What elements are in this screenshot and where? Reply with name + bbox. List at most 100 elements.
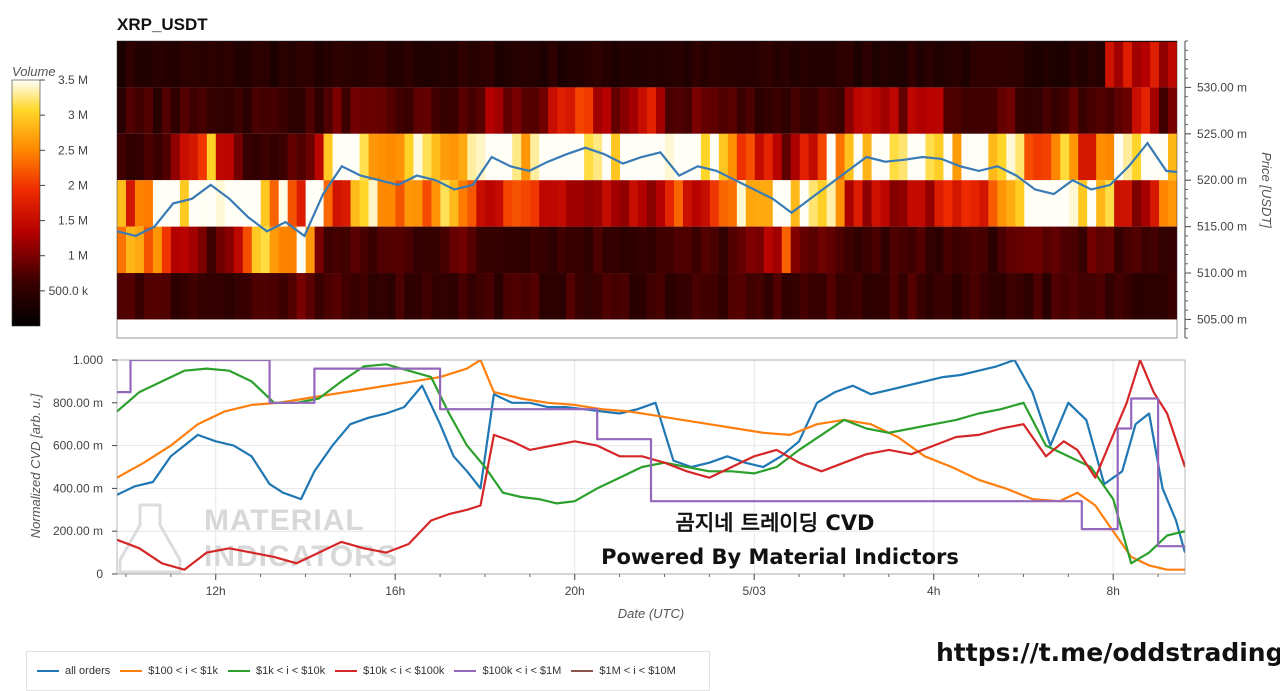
heatmap-cell (808, 87, 819, 134)
heatmap-cell (350, 87, 361, 134)
heatmap-cell (754, 226, 765, 274)
x-tick-label: 12h (206, 584, 226, 598)
heatmap-cell (386, 87, 397, 134)
heatmap-cell (179, 273, 190, 320)
legend-label: all orders (65, 665, 111, 677)
colorbar-tick-label: 3.5 M (58, 73, 88, 87)
heatmap-cell (251, 180, 262, 227)
heatmap-cell (620, 133, 630, 181)
watermark: MATERIAL INDICATORS (118, 503, 398, 574)
heatmap-cell (1015, 226, 1025, 274)
heatmap-cell (826, 133, 837, 181)
heatmap-cell (907, 180, 918, 227)
heatmap-cell (377, 87, 388, 134)
heatmap-cell (233, 273, 244, 320)
heatmap-cell (736, 273, 747, 320)
heatmap-cell (691, 87, 702, 134)
heatmap-cell (233, 133, 244, 181)
footer-link[interactable]: https://t.me/oddstrading2 (936, 638, 1280, 667)
heatmap-cell (368, 133, 379, 181)
heatmap-cell (125, 273, 136, 320)
legend-swatch (37, 670, 59, 672)
watermark-text-1: MATERIAL (204, 504, 365, 537)
legend-item[interactable]: $100 < i < $1k (120, 665, 218, 677)
legend-label: $1k < i < $10k (255, 665, 326, 677)
heatmap-cell (790, 87, 801, 134)
heatmap-cell (907, 273, 918, 320)
heatmap-cell (161, 133, 172, 181)
heatmap-cell (530, 273, 540, 320)
heatmap-cell (557, 87, 567, 134)
heatmap-cell (368, 41, 379, 88)
heatmap-cell (664, 226, 675, 274)
heatmap-cell (611, 180, 621, 227)
heatmap-cell (224, 180, 235, 227)
heatmap-cell (943, 87, 954, 134)
heatmap-cell (1114, 226, 1124, 274)
heatmap-cell (215, 273, 226, 320)
heatmap-cell (1096, 41, 1106, 88)
heatmap-cell (548, 180, 558, 227)
heatmap-cell (269, 180, 280, 227)
heatmap-cell (1051, 226, 1061, 274)
legend-item[interactable]: $100k < i < $1M (454, 665, 561, 677)
heatmap-cell (1114, 133, 1124, 181)
heatmap-cell (799, 226, 810, 274)
heatmap-cell (152, 133, 163, 181)
overlay-title: 곰지네 트레이딩 CVD (676, 511, 875, 535)
heatmap-cell (278, 87, 289, 134)
heatmap-cell (224, 41, 235, 88)
heatmap-cell (143, 133, 154, 181)
heatmap-cell (853, 273, 864, 320)
heatmap-cell (727, 180, 738, 227)
heatmap-cell (170, 133, 181, 181)
heatmap-cell (934, 273, 945, 320)
heatmap-cell (1123, 41, 1133, 88)
heatmap-cell (170, 87, 181, 134)
heatmap-cell (871, 87, 882, 134)
legend-item[interactable]: $10k < i < $100k (335, 665, 444, 677)
heatmap-cell (700, 41, 711, 88)
watermark-text-2: INDICATORS (204, 540, 398, 573)
heatmap-cell (449, 180, 459, 227)
heatmap-cell (296, 180, 307, 227)
heatmap-cell (1132, 41, 1142, 88)
heatmap-cell (251, 273, 262, 320)
heatmap-cell (134, 226, 145, 274)
heatmap-cell (440, 180, 450, 227)
heatmap-cell (476, 180, 486, 227)
heatmap-cell (835, 133, 846, 181)
heatmap-cell (1015, 41, 1025, 88)
heatmap-cell (808, 133, 819, 181)
legend-item[interactable]: $1k < i < $10k (227, 665, 326, 677)
legend-item[interactable]: all orders (37, 665, 110, 677)
heatmap-cell (269, 41, 280, 88)
heatmap-cell (862, 180, 873, 227)
heatmap-cell (961, 87, 971, 134)
heatmap-cell (988, 133, 998, 181)
heatmap-cell (350, 226, 361, 274)
heatmap-cell (709, 226, 720, 274)
legend-item[interactable]: $1M < i < $10M (571, 665, 676, 677)
heatmap-cell (152, 226, 163, 274)
heatmap-cell (808, 273, 819, 320)
heatmap-cell (673, 273, 684, 320)
heatmap-cell (251, 133, 262, 181)
heatmap-cell (117, 41, 1177, 42)
heatmap-cell (224, 133, 235, 181)
heatmap-cell (629, 133, 639, 181)
heatmap-cell (988, 180, 998, 227)
heatmap-cell (611, 226, 621, 274)
heatmap-cell (1069, 180, 1079, 227)
heatmap-cell (476, 41, 486, 88)
heatmap-cell (709, 41, 720, 88)
heatmap-cell (260, 41, 271, 88)
heatmap-cell (305, 226, 316, 274)
heatmap-cell (1096, 226, 1106, 274)
heatmap-cell (745, 87, 756, 134)
heatmap-cell (620, 180, 630, 227)
heatmap-cell (377, 273, 388, 320)
heatmap-cell (844, 87, 855, 134)
heatmap-cell (260, 180, 271, 227)
heatmap-cell (539, 87, 549, 134)
